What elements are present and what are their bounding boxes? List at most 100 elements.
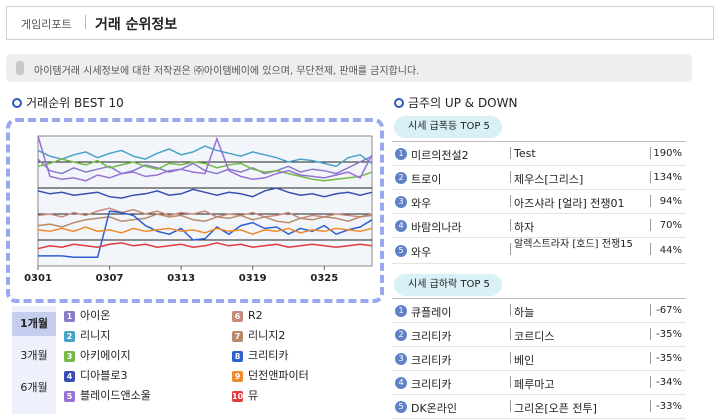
rank-number-badge: 2 xyxy=(395,172,407,184)
series-line-5 xyxy=(37,135,373,182)
series-line-9 xyxy=(37,226,373,235)
price-change-percent: 44% xyxy=(659,245,682,256)
rank-row[interactable]: 3 크리티카 베인 -35% xyxy=(392,347,686,371)
breadcrumb-separator xyxy=(85,15,86,29)
legend-item[interactable]: 2 리니지 xyxy=(64,328,110,344)
legend-number-badge: 6 xyxy=(232,311,243,322)
column-divider xyxy=(650,219,651,231)
series-line-8 xyxy=(38,210,373,259)
server-name: 알렉스트라자 [호드] 전쟁15 xyxy=(514,239,633,250)
price-change-percent: 94% xyxy=(659,196,682,207)
price-change-percent: -35% xyxy=(656,353,682,364)
rank-row[interactable]: 2 크리티카 코르디스 -35% xyxy=(392,323,686,347)
legend-item[interactable]: 4 디아블로3 xyxy=(64,368,127,384)
rank-row[interactable]: 3 와우 아즈샤라 [얼라] 전쟁01 94% xyxy=(392,190,686,214)
period-tab-3months[interactable]: 3개월 xyxy=(20,349,48,362)
circle-bullet-icon xyxy=(12,98,22,108)
rank-row[interactable]: 1 미르의전설2 Test 190% xyxy=(392,142,686,166)
price-change-percent: -35% xyxy=(656,329,682,340)
series-line-2 xyxy=(37,145,373,168)
legend-number-badge: 4 xyxy=(64,371,75,382)
server-name: 그리온[오픈 전투] xyxy=(514,402,597,415)
column-divider xyxy=(510,328,511,340)
legend-item[interactable]: 9 던전앤파이터 xyxy=(232,368,309,384)
legend-label: 던전앤파이터 xyxy=(248,369,309,382)
server-name: Test xyxy=(514,147,536,160)
x-tick-label: 0313 xyxy=(167,273,195,284)
game-name: 미르의전설2 xyxy=(411,149,469,162)
legend-label: 리니지 xyxy=(80,329,111,342)
period-tab-1month[interactable]: 1개월 xyxy=(12,312,56,336)
column-divider xyxy=(650,243,651,255)
game-name: 바람의나라 xyxy=(411,221,462,234)
x-tick-label: 0319 xyxy=(239,273,267,284)
game-name: 크리티카 xyxy=(411,330,452,343)
price-change-percent: -34% xyxy=(656,377,682,388)
legend-label: 뮤 xyxy=(248,389,259,402)
breadcrumb[interactable]: 게임리포트 xyxy=(21,18,72,31)
x-tick-label: 0307 xyxy=(96,273,124,284)
period-tab-6months[interactable]: 6개월 xyxy=(20,381,48,394)
legend-item[interactable]: 10 뮤 xyxy=(232,388,258,404)
rank-row[interactable]: 4 바람의나라 하자 70% xyxy=(392,214,686,238)
column-divider xyxy=(510,171,511,183)
legend-item[interactable]: 8 크리티카 xyxy=(232,348,288,364)
notice-icon xyxy=(16,61,24,75)
rank-row[interactable]: 4 크리티카 페루마고 -34% xyxy=(392,371,686,395)
server-name: 제우스[그리스] xyxy=(514,173,584,186)
x-tick-label: 0301 xyxy=(24,273,52,284)
series-line-3 xyxy=(37,158,373,182)
price-change-percent: 70% xyxy=(659,220,682,231)
rank-number-badge: 5 xyxy=(395,401,407,413)
column-divider xyxy=(510,304,511,316)
legend-number-badge: 8 xyxy=(232,351,243,362)
column-divider xyxy=(510,219,511,231)
legend-item[interactable]: 3 아키에이지 xyxy=(64,348,131,364)
legend-item[interactable]: 7 리니지2 xyxy=(232,328,285,344)
column-divider xyxy=(650,328,651,340)
legend-label: 블레이드앤소울 xyxy=(80,389,151,402)
game-name: 크리티카 xyxy=(411,354,452,367)
rank-number-badge: 1 xyxy=(395,148,407,160)
column-divider xyxy=(650,376,651,388)
game-name: 큐플레이 xyxy=(411,306,452,319)
ranking-chart-svg: 0301 0307 0313 0319 0325 xyxy=(24,135,373,284)
rank-row[interactable]: 1 큐플레이 하늘 -67% xyxy=(392,299,686,323)
legend-number-badge: 2 xyxy=(64,331,75,342)
surge-table: 1 미르의전설2 Test 190% 2 트로이 제우스[그리스] 134% 3 와우 아즈샤라 [… xyxy=(392,141,686,264)
drop-top5-label: 시세 급하락 TOP 5 xyxy=(394,274,502,296)
column-divider xyxy=(650,352,651,364)
period-selector: 1개월 3개월 6개월 xyxy=(12,306,56,414)
legend-number-badge: 7 xyxy=(232,331,243,342)
rank-number-badge: 4 xyxy=(395,377,407,389)
series-line-7 xyxy=(37,213,373,228)
legend-number-badge: 9 xyxy=(232,371,243,382)
price-change-percent: 134% xyxy=(653,172,682,183)
updown-section-title: 금주의 UP & DOWN xyxy=(394,94,517,111)
rank-number-badge: 4 xyxy=(395,220,407,232)
price-change-percent: 190% xyxy=(653,148,682,159)
server-name: 아즈샤라 [얼라] 전쟁01 xyxy=(514,197,625,210)
column-divider xyxy=(650,400,651,412)
server-name: 베인 xyxy=(514,354,535,367)
game-name: 트로이 xyxy=(411,173,442,186)
notice-text: 아이템거래 시세정보에 대한 저작권은 ㈜아이템베이에 있으며, 무단전제, 판… xyxy=(34,66,420,77)
legend-number-badge: 10 xyxy=(232,391,244,402)
surge-top5-label: 시세 급폭등 TOP 5 xyxy=(394,116,502,138)
server-name: 하늘 xyxy=(514,306,535,319)
legend-item[interactable]: 1 아이온 xyxy=(64,308,110,324)
legend-item[interactable]: 6 R2 xyxy=(232,308,263,324)
server-name: 코르디스 xyxy=(514,330,555,343)
legend-item[interactable]: 5 블레이드앤소울 xyxy=(64,388,151,404)
price-change-percent: -67% xyxy=(656,305,682,316)
ranking-section-title: 거래순위 BEST 10 xyxy=(12,94,124,111)
rank-number-badge: 3 xyxy=(395,196,407,208)
rank-row[interactable]: 5 DK온라인 그리온[오픈 전투] -33% xyxy=(392,395,686,419)
series-line-1 xyxy=(37,155,373,175)
series-line-10 xyxy=(37,242,373,250)
rank-number-badge: 1 xyxy=(395,305,407,317)
column-divider xyxy=(650,147,651,159)
x-tick-label: 0325 xyxy=(310,273,338,284)
rank-row[interactable]: 2 트로이 제우스[그리스] 134% xyxy=(392,166,686,190)
rank-row[interactable]: 5 와우 알렉스트라자 [호드] 전쟁15 44% xyxy=(392,238,686,264)
